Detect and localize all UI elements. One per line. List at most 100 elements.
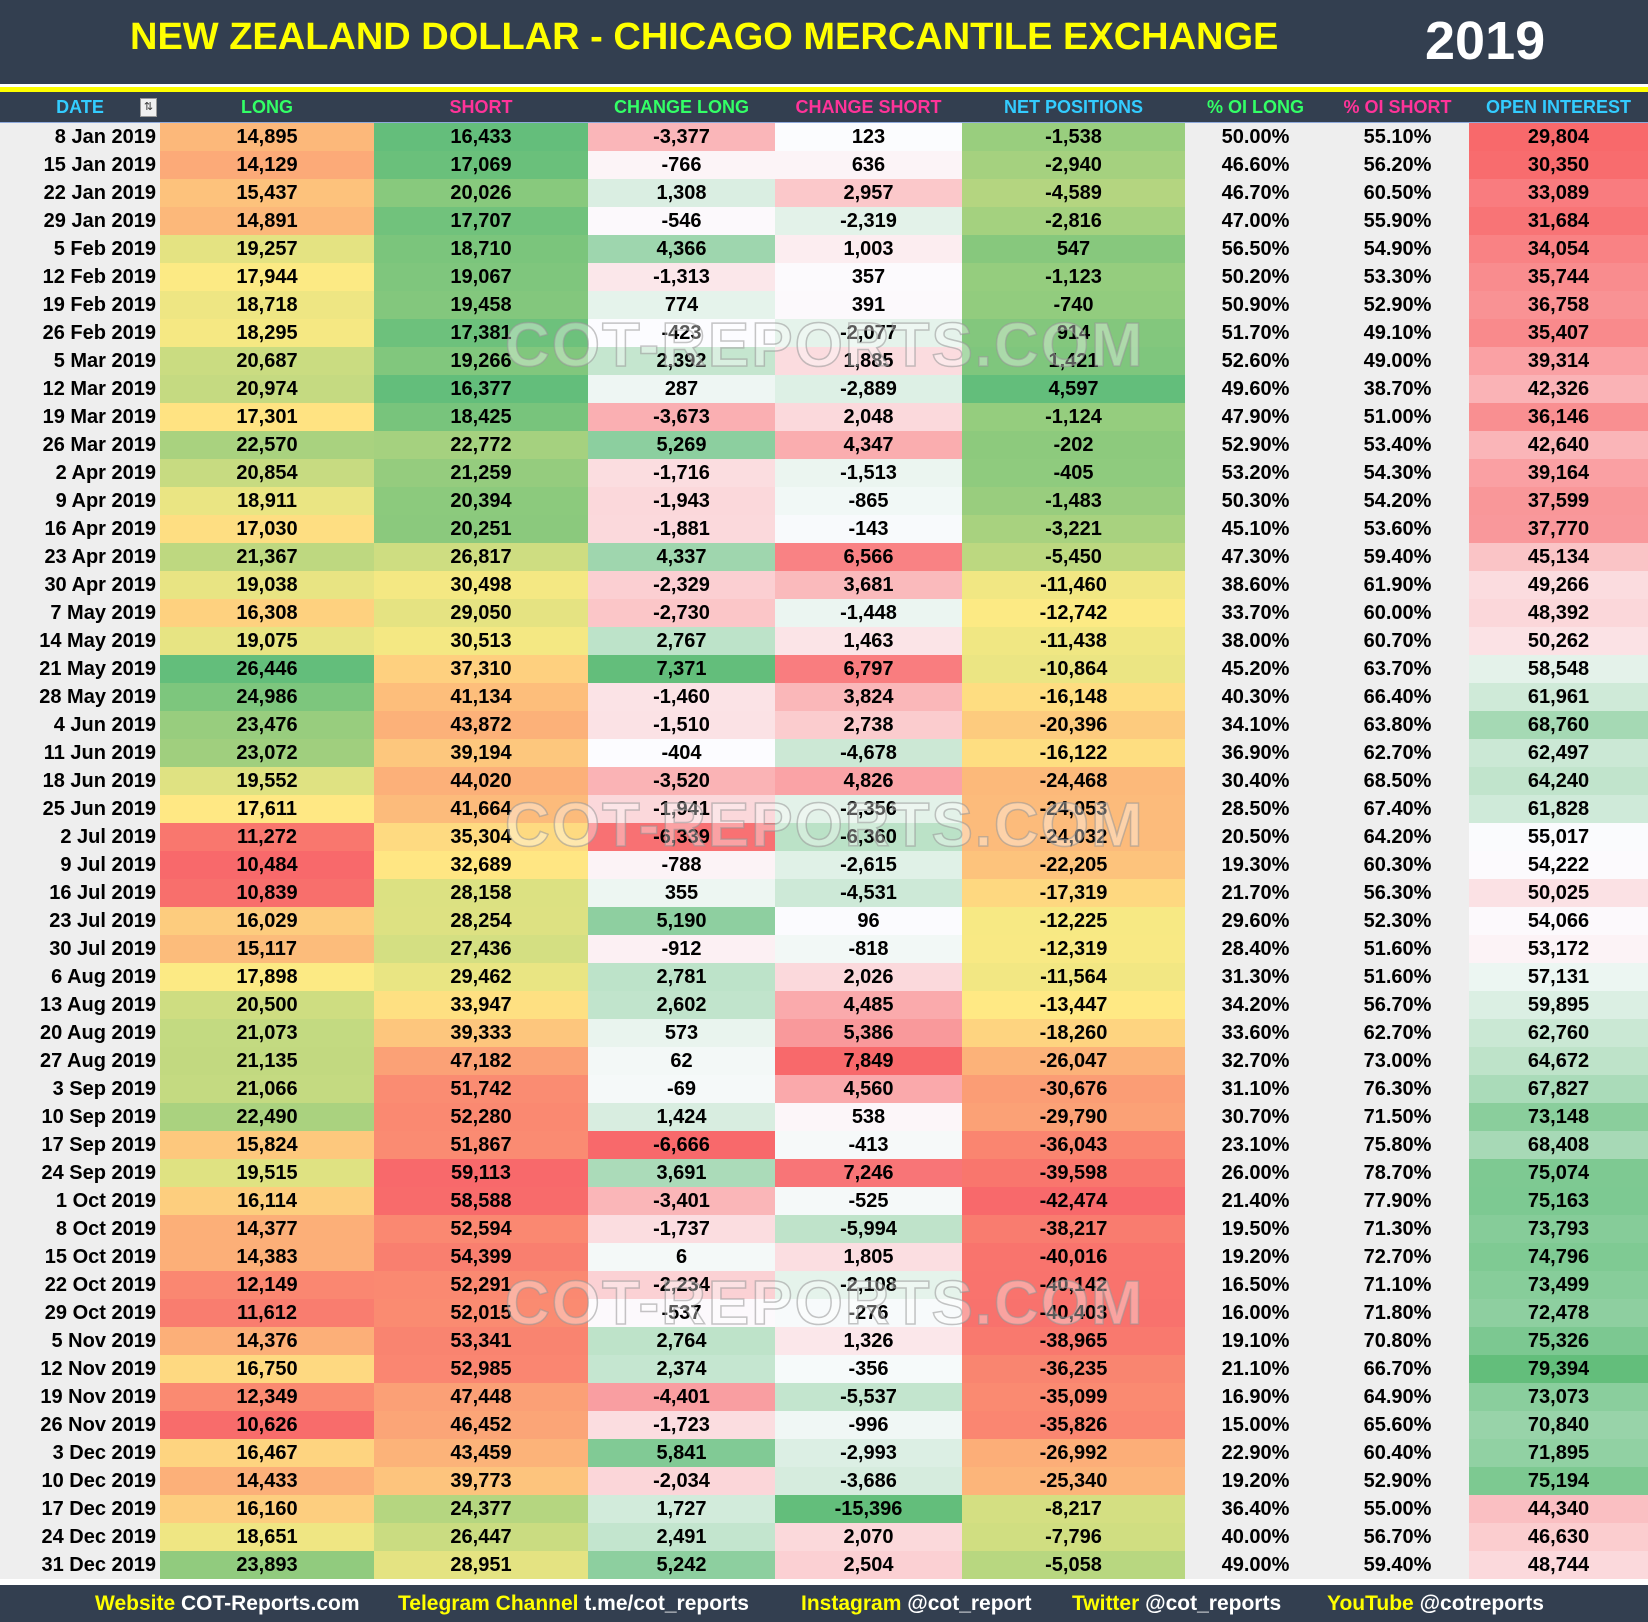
footer-link[interactable]: COT-Reports.com bbox=[180, 1592, 360, 1615]
footer-telegram[interactable]: Telegram Channel t.me/cot_reports bbox=[398, 1585, 749, 1622]
footer-link[interactable]: @cot_report bbox=[907, 1592, 1032, 1615]
cell-oi-short: 72.70% bbox=[1326, 1243, 1469, 1271]
cell-oi-short: 62.70% bbox=[1326, 1019, 1469, 1047]
footer-link[interactable]: t.me/cot_reports bbox=[584, 1592, 749, 1615]
cell-open-interest: 75,194 bbox=[1469, 1467, 1648, 1495]
cell-date: 23 Apr 2019 bbox=[0, 543, 160, 571]
page-title: NEW ZEALAND DOLLAR - CHICAGO MERCANTILE … bbox=[130, 16, 1279, 58]
cell-short: 30,498 bbox=[374, 571, 588, 599]
cell-date: 16 Apr 2019 bbox=[0, 515, 160, 543]
cell-change-long: -3,401 bbox=[588, 1187, 775, 1215]
cell-net-positions: -24,053 bbox=[962, 795, 1185, 823]
table-row: 20 Aug 2019 21,073 39,333 573 5,386 -18,260 33… bbox=[0, 1019, 1648, 1047]
cell-long: 21,073 bbox=[160, 1019, 374, 1047]
cell-oi-short: 71.30% bbox=[1326, 1215, 1469, 1243]
cell-change-long: -1,943 bbox=[588, 487, 775, 515]
cell-change-short: 4,560 bbox=[775, 1075, 962, 1103]
cell-short: 26,817 bbox=[374, 543, 588, 571]
cell-long: 19,257 bbox=[160, 235, 374, 263]
cell-date: 26 Feb 2019 bbox=[0, 319, 160, 347]
cell-date: 6 Aug 2019 bbox=[0, 963, 160, 991]
cell-date: 19 Feb 2019 bbox=[0, 291, 160, 319]
footer-twitter[interactable]: Twitter @cot_reports bbox=[1072, 1585, 1281, 1622]
table-row: 1 Oct 2019 16,114 58,588 -3,401 -525 -42,474 2… bbox=[0, 1187, 1648, 1215]
cell-change-long: -1,716 bbox=[588, 459, 775, 487]
footer-website[interactable]: Website COT-Reports.com bbox=[95, 1585, 360, 1622]
cell-short: 20,251 bbox=[374, 515, 588, 543]
cell-oi-long: 23.10% bbox=[1185, 1131, 1326, 1159]
cell-oi-long: 50.90% bbox=[1185, 291, 1326, 319]
table-row: 12 Mar 2019 20,974 16,377 287 -2,889 4,597 49.… bbox=[0, 375, 1648, 403]
cell-date: 8 Oct 2019 bbox=[0, 1215, 160, 1243]
cell-open-interest: 57,131 bbox=[1469, 963, 1648, 991]
cell-short: 39,773 bbox=[374, 1467, 588, 1495]
footer-youtube[interactable]: YouTube @cotreports bbox=[1327, 1585, 1544, 1622]
year-label: 2019 bbox=[1425, 11, 1546, 71]
cell-change-short: 636 bbox=[775, 151, 962, 179]
cell-change-short: -4,531 bbox=[775, 879, 962, 907]
cell-short: 17,707 bbox=[374, 207, 588, 235]
cell-oi-long: 19.10% bbox=[1185, 1327, 1326, 1355]
cell-date: 28 May 2019 bbox=[0, 683, 160, 711]
column-header-open-interest[interactable]: OPEN INTEREST bbox=[1485, 97, 1632, 117]
cell-oi-long: 46.70% bbox=[1185, 179, 1326, 207]
cell-short: 58,588 bbox=[374, 1187, 588, 1215]
cell-date: 17 Sep 2019 bbox=[0, 1131, 160, 1159]
cell-short: 52,280 bbox=[374, 1103, 588, 1131]
cell-change-short: 2,070 bbox=[775, 1523, 962, 1551]
cell-open-interest: 33,089 bbox=[1469, 179, 1648, 207]
column-header-oi-short[interactable]: % OI SHORT bbox=[1343, 97, 1452, 117]
cell-oi-short: 53.60% bbox=[1326, 515, 1469, 543]
cell-open-interest: 39,314 bbox=[1469, 347, 1648, 375]
cell-change-long: 4,366 bbox=[588, 235, 775, 263]
footer-link[interactable]: @cotreports bbox=[1419, 1592, 1544, 1615]
cell-oi-short: 51.60% bbox=[1326, 935, 1469, 963]
footer-label: Instagram bbox=[801, 1592, 902, 1615]
cell-change-short: 1,003 bbox=[775, 235, 962, 263]
cell-short: 16,377 bbox=[374, 375, 588, 403]
column-header-change-long[interactable]: CHANGE LONG bbox=[614, 97, 749, 117]
column-header-short[interactable]: SHORT bbox=[449, 97, 513, 117]
cell-oi-short: 68.50% bbox=[1326, 767, 1469, 795]
cell-oi-short: 54.20% bbox=[1326, 487, 1469, 515]
table-row: 22 Oct 2019 12,149 52,291 -2,234 -2,108 -40,1… bbox=[0, 1271, 1648, 1299]
cell-change-short: 123 bbox=[775, 123, 962, 151]
table-row: 6 Aug 2019 17,898 29,462 2,781 2,026 -11,564 3… bbox=[0, 963, 1648, 991]
cell-net-positions: -38,217 bbox=[962, 1215, 1185, 1243]
cell-oi-long: 21.40% bbox=[1185, 1187, 1326, 1215]
cell-open-interest: 61,828 bbox=[1469, 795, 1648, 823]
table-row: 28 May 2019 24,986 41,134 -1,460 3,824 -16,14… bbox=[0, 683, 1648, 711]
filter-sort-icon[interactable]: ⇅ bbox=[140, 98, 157, 117]
divider bbox=[0, 87, 1648, 92]
table-row: 17 Sep 2019 15,824 51,867 -6,666 -413 -36,043… bbox=[0, 1131, 1648, 1159]
cell-open-interest: 79,394 bbox=[1469, 1355, 1648, 1383]
cell-date: 24 Sep 2019 bbox=[0, 1159, 160, 1187]
table-row: 26 Nov 2019 10,626 46,452 -1,723 -996 -35,826… bbox=[0, 1411, 1648, 1439]
table-row: 21 May 2019 26,446 37,310 7,371 6,797 -10,864… bbox=[0, 655, 1648, 683]
cell-change-short: -1,513 bbox=[775, 459, 962, 487]
column-header-date[interactable]: DATE bbox=[56, 97, 104, 117]
cell-short: 19,067 bbox=[374, 263, 588, 291]
footer-instagram[interactable]: Instagram @cot_report bbox=[801, 1585, 1032, 1622]
footer-link[interactable]: @cot_reports bbox=[1145, 1592, 1282, 1615]
cell-long: 11,612 bbox=[160, 1299, 374, 1327]
cell-long: 21,367 bbox=[160, 543, 374, 571]
column-header-long[interactable]: LONG bbox=[241, 97, 293, 117]
table-row: 13 Aug 2019 20,500 33,947 2,602 4,485 -13,447… bbox=[0, 991, 1648, 1019]
cell-oi-short: 55.90% bbox=[1326, 207, 1469, 235]
cell-net-positions: -25,340 bbox=[962, 1467, 1185, 1495]
column-header-oi-long[interactable]: % OI LONG bbox=[1206, 97, 1304, 117]
cell-open-interest: 59,895 bbox=[1469, 991, 1648, 1019]
table-row: 19 Mar 2019 17,301 18,425 -3,673 2,048 -1,124… bbox=[0, 403, 1648, 431]
cell-net-positions: -40,142 bbox=[962, 1271, 1185, 1299]
cell-change-short: -865 bbox=[775, 487, 962, 515]
cell-date: 23 Jul 2019 bbox=[0, 907, 160, 935]
cell-date: 4 Jun 2019 bbox=[0, 711, 160, 739]
column-header-change-short[interactable]: CHANGE SHORT bbox=[795, 97, 942, 117]
cell-date: 12 Nov 2019 bbox=[0, 1355, 160, 1383]
cell-oi-short: 67.40% bbox=[1326, 795, 1469, 823]
cell-long: 11,272 bbox=[160, 823, 374, 851]
table-row: 22 Jan 2019 15,437 20,026 1,308 2,957 -4,589 4… bbox=[0, 179, 1648, 207]
column-header-net-positions[interactable]: NET POSITIONS bbox=[1003, 97, 1144, 117]
cell-long: 14,377 bbox=[160, 1215, 374, 1243]
